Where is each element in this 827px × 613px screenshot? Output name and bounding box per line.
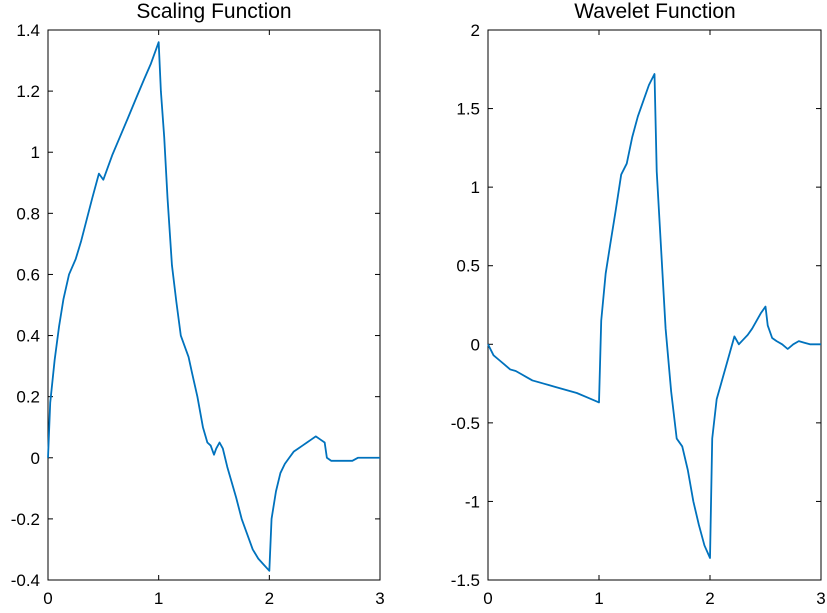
scaling-function-chart: Scaling Function -0.4 -0.2 0 0.2 0.4 0.6 0.8 1 1… — [11, 0, 385, 608]
y-tick-label: -1 — [465, 492, 480, 511]
chart-title: Scaling Function — [136, 0, 291, 23]
y-tick-label: 1.5 — [456, 100, 480, 119]
y-tick-label: 0.6 — [16, 265, 40, 284]
y-tick-label: 0 — [31, 449, 40, 468]
x-tick-label: 0 — [43, 589, 52, 608]
y-tick-label: 0 — [471, 335, 480, 354]
y-tick-label: -0.2 — [11, 510, 40, 529]
y-tick-label: 0.2 — [16, 388, 40, 407]
series-line — [487, 73, 821, 559]
x-tick-label: 2 — [705, 589, 714, 608]
y-tick-label: 1 — [31, 143, 40, 162]
y-tick-label: -0.4 — [11, 571, 40, 590]
y-tick-label: 0.8 — [16, 204, 40, 223]
plot-area-frame — [487, 29, 822, 581]
y-tick-label: -1.5 — [451, 571, 480, 590]
plot-area-frame — [47, 29, 381, 581]
y-tick-label: 0.4 — [16, 327, 40, 346]
wavelet-function-chart: Wavelet Function -1.5 -1 -0.5 0 0.5 1 1.5 2 0 1 2 3 — [451, 0, 826, 608]
x-tick-label: 3 — [375, 589, 384, 608]
y-tick-label: 2 — [471, 21, 480, 40]
chart-title: Wavelet Function — [574, 0, 735, 23]
x-tick-label: 3 — [816, 589, 825, 608]
y-tick-label: 1.2 — [16, 82, 40, 101]
x-tick-label: 1 — [154, 589, 163, 608]
x-tick-label: 0 — [483, 589, 492, 608]
x-tick-label: 1 — [594, 589, 603, 608]
y-tick-label: 0.5 — [456, 257, 480, 276]
y-tick-label: -0.5 — [451, 414, 480, 433]
series-line — [47, 41, 380, 572]
y-tick-label: 1 — [471, 178, 480, 197]
y-tick-label: 1.4 — [16, 21, 40, 40]
x-tick-label: 2 — [265, 589, 274, 608]
